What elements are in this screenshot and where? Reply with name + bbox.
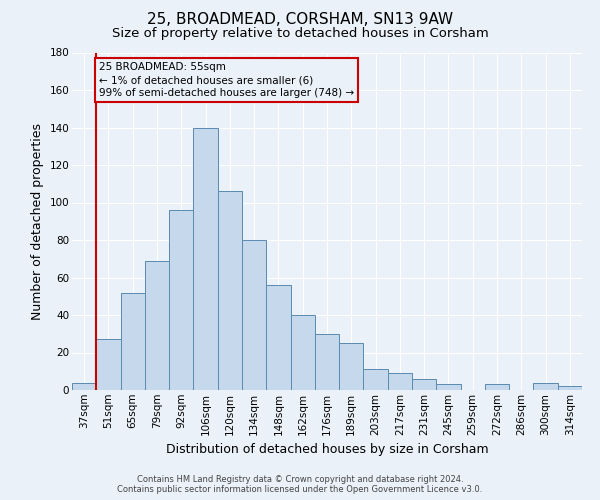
Bar: [242, 240, 266, 390]
X-axis label: Distribution of detached houses by size in Corsham: Distribution of detached houses by size …: [166, 443, 488, 456]
Bar: [533, 382, 558, 390]
Bar: [218, 191, 242, 390]
Bar: [290, 315, 315, 390]
Bar: [558, 386, 582, 390]
Bar: [145, 260, 169, 390]
Bar: [193, 128, 218, 390]
Bar: [315, 334, 339, 390]
Bar: [169, 210, 193, 390]
Text: Contains HM Land Registry data © Crown copyright and database right 2024.
Contai: Contains HM Land Registry data © Crown c…: [118, 474, 482, 494]
Bar: [96, 340, 121, 390]
Bar: [72, 382, 96, 390]
Bar: [436, 384, 461, 390]
Bar: [121, 292, 145, 390]
Text: 25, BROADMEAD, CORSHAM, SN13 9AW: 25, BROADMEAD, CORSHAM, SN13 9AW: [147, 12, 453, 28]
Bar: [388, 373, 412, 390]
Bar: [412, 379, 436, 390]
Y-axis label: Number of detached properties: Number of detached properties: [31, 122, 44, 320]
Bar: [485, 384, 509, 390]
Text: 25 BROADMEAD: 55sqm
← 1% of detached houses are smaller (6)
99% of semi-detached: 25 BROADMEAD: 55sqm ← 1% of detached hou…: [99, 62, 354, 98]
Bar: [266, 285, 290, 390]
Bar: [364, 370, 388, 390]
Text: Size of property relative to detached houses in Corsham: Size of property relative to detached ho…: [112, 28, 488, 40]
Bar: [339, 343, 364, 390]
